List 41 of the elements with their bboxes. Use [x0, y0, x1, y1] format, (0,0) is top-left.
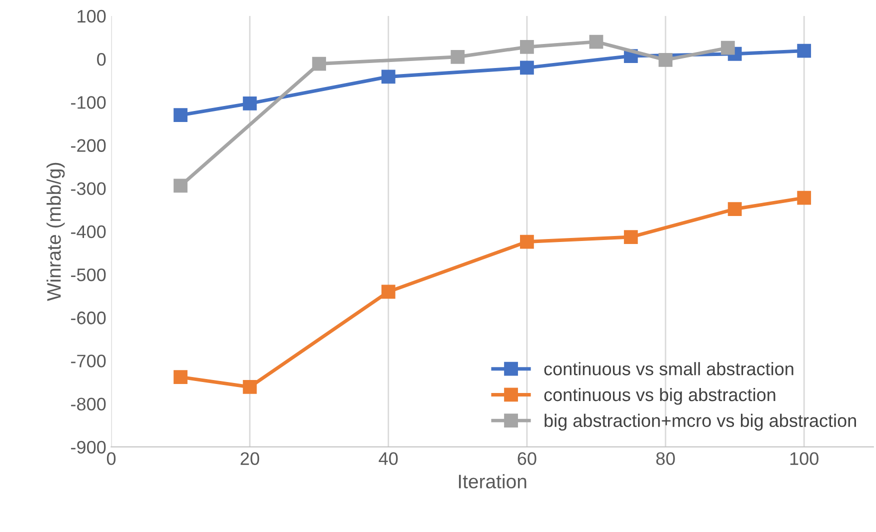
- y-axis-title: Winrate (mbb/g): [46, 162, 65, 302]
- point: [658, 52, 672, 67]
- y-tick-label: -700: [71, 354, 106, 368]
- point: [624, 230, 638, 244]
- point: [797, 190, 812, 205]
- point: [520, 234, 534, 249]
- point: [174, 178, 188, 193]
- legend-label: continuous vs big abstraction: [544, 388, 776, 405]
- point: [797, 44, 812, 58]
- y-tick-label: -900: [71, 440, 106, 454]
- x-tick-label: 0: [106, 452, 116, 466]
- point: [312, 56, 326, 71]
- x-tick-label: 40: [378, 452, 398, 466]
- x-tick-label: 100: [790, 452, 818, 466]
- y-tick-label: -800: [71, 398, 106, 411]
- y-tick-label: 0: [97, 52, 106, 66]
- y-tick-label: -100: [71, 96, 106, 109]
- point: [242, 96, 257, 110]
- y-tick-label: -200: [71, 139, 106, 152]
- point: [242, 380, 257, 394]
- x-tick-label: 20: [240, 452, 260, 466]
- point: [381, 284, 396, 299]
- point: [720, 40, 735, 55]
- y-tick-label: -300: [71, 182, 106, 196]
- point: [381, 70, 396, 84]
- point: [589, 34, 604, 49]
- point: [174, 108, 188, 122]
- point: [520, 40, 534, 54]
- x-axis-title: Iteration: [458, 474, 526, 488]
- point: [450, 50, 465, 64]
- y-tick-label: -600: [71, 312, 106, 324]
- x-tick-label: 60: [518, 452, 536, 466]
- x-tick-label: 80: [656, 452, 675, 466]
- y-tick-label: -400: [71, 225, 106, 238]
- point: [728, 202, 742, 216]
- point: [520, 60, 534, 75]
- legend-label: continuous vs small abstraction: [544, 362, 794, 376]
- legend-label: big abstraction+mcro vs big abstraction: [544, 414, 856, 431]
- y-tick-label: 100: [78, 10, 106, 23]
- y-tick-label: -500: [71, 268, 106, 282]
- point: [174, 370, 188, 384]
